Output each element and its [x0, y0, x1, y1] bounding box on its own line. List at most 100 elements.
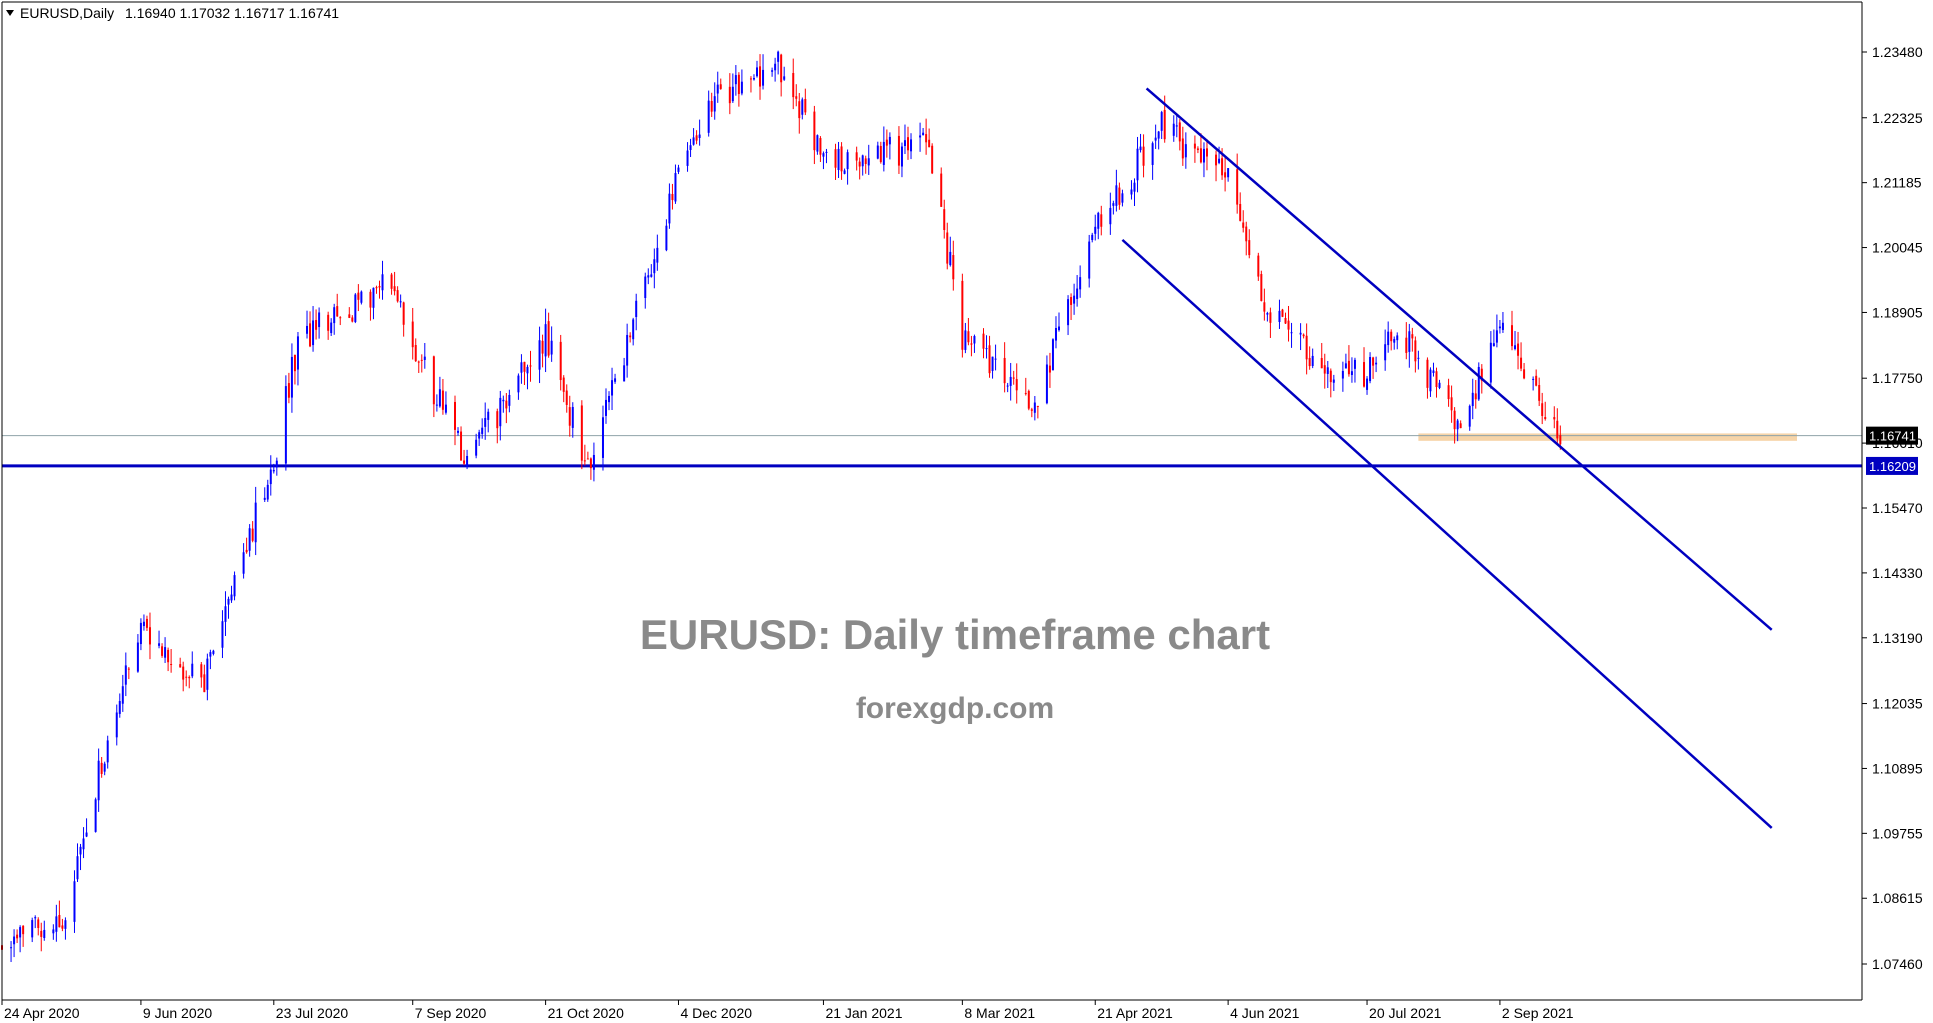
candle: [457, 427, 460, 436]
candle-body: [1227, 168, 1230, 178]
candle-body: [1163, 109, 1166, 140]
candle-body: [1142, 146, 1145, 166]
candle: [1257, 252, 1260, 281]
candle-body: [544, 324, 547, 357]
x-tick-label: 8 Mar 2021: [964, 1005, 1035, 1021]
candle-body: [55, 916, 58, 932]
candle: [369, 289, 372, 321]
candle: [1121, 189, 1124, 207]
candle-body: [82, 838, 85, 850]
candle-body: [1236, 169, 1239, 205]
candle: [82, 827, 85, 859]
candle-body: [1027, 390, 1030, 409]
candle: [1067, 295, 1070, 336]
candle-body: [665, 225, 668, 251]
candle: [1468, 404, 1471, 431]
candle: [1263, 288, 1266, 321]
candle-body: [1411, 334, 1414, 339]
candle-body: [1260, 274, 1263, 301]
candle-body: [952, 255, 955, 280]
candle: [922, 128, 925, 136]
candle-body: [40, 930, 43, 937]
candle: [1320, 343, 1323, 369]
candle-body: [1079, 277, 1082, 290]
candle-body: [964, 330, 967, 350]
candle-body: [876, 145, 879, 159]
candle-body: [432, 356, 435, 405]
candle: [665, 219, 668, 252]
candle-body: [1429, 369, 1432, 392]
candle-body: [142, 621, 145, 627]
candle: [1417, 350, 1420, 370]
candle-body: [230, 594, 233, 601]
candle: [1363, 347, 1366, 388]
candle: [601, 405, 604, 471]
candle-body: [139, 622, 142, 645]
candle: [19, 925, 22, 953]
candle: [432, 355, 435, 418]
candle: [982, 328, 985, 359]
candle-body: [167, 649, 170, 663]
candle-body: [275, 460, 278, 468]
candle: [212, 649, 215, 656]
candle-body: [973, 336, 976, 344]
candle-body: [170, 664, 173, 666]
candle-body: [1242, 222, 1245, 228]
candle-body: [1514, 345, 1517, 349]
candle: [330, 318, 333, 337]
candle-body: [1344, 363, 1347, 369]
candle-body: [529, 365, 532, 367]
candle-body: [158, 643, 161, 646]
candle-body: [206, 658, 209, 690]
menu-triangle-icon[interactable]: [6, 10, 14, 16]
candle-body: [457, 430, 460, 433]
candle: [1094, 214, 1097, 241]
candle: [1136, 136, 1139, 193]
candle: [991, 356, 994, 379]
candle-body: [1414, 340, 1417, 362]
candle: [623, 357, 626, 382]
candle-body: [1006, 385, 1009, 387]
candle: [1181, 126, 1184, 166]
candle-body: [19, 927, 22, 938]
candle-body: [1178, 122, 1181, 142]
y-axis: 1.23480 1.22325 1.21185 1.20045 1.18905 1.177…: [1862, 44, 1923, 972]
candle-body: [315, 320, 318, 330]
candle: [139, 618, 142, 651]
candle-body: [76, 856, 79, 880]
candle-body: [284, 386, 287, 464]
candle-body: [632, 319, 635, 340]
candle: [931, 143, 934, 175]
candle: [158, 630, 161, 649]
candle-body: [885, 139, 888, 146]
candle: [381, 260, 384, 300]
candle-body: [441, 390, 444, 410]
candle-body: [1091, 234, 1094, 241]
candle: [414, 338, 417, 362]
candle-body: [698, 134, 701, 138]
candle-body: [1450, 397, 1453, 411]
candle-body: [10, 947, 13, 949]
support-zone: [1418, 433, 1797, 441]
candle-body: [191, 663, 194, 677]
candle: [1184, 132, 1187, 169]
candle-body: [1477, 366, 1480, 400]
candle-body: [34, 917, 37, 919]
candle-body: [402, 302, 405, 325]
y-tick-label: 1.20045: [1872, 240, 1923, 256]
candle: [1278, 299, 1281, 329]
candle: [64, 917, 67, 940]
candle-body: [460, 431, 463, 461]
candle-body: [351, 317, 354, 322]
candle-body: [967, 331, 970, 343]
candle: [1079, 265, 1082, 298]
x-tick-label: 7 Sep 2020: [415, 1005, 487, 1021]
y-tick-label: 1.12035: [1872, 696, 1923, 712]
candle: [647, 268, 650, 285]
y-tick-label: 1.23480: [1872, 44, 1923, 60]
candle: [698, 119, 701, 146]
candle-body: [903, 140, 906, 147]
candle: [1202, 142, 1205, 178]
candle-body: [1390, 331, 1393, 342]
